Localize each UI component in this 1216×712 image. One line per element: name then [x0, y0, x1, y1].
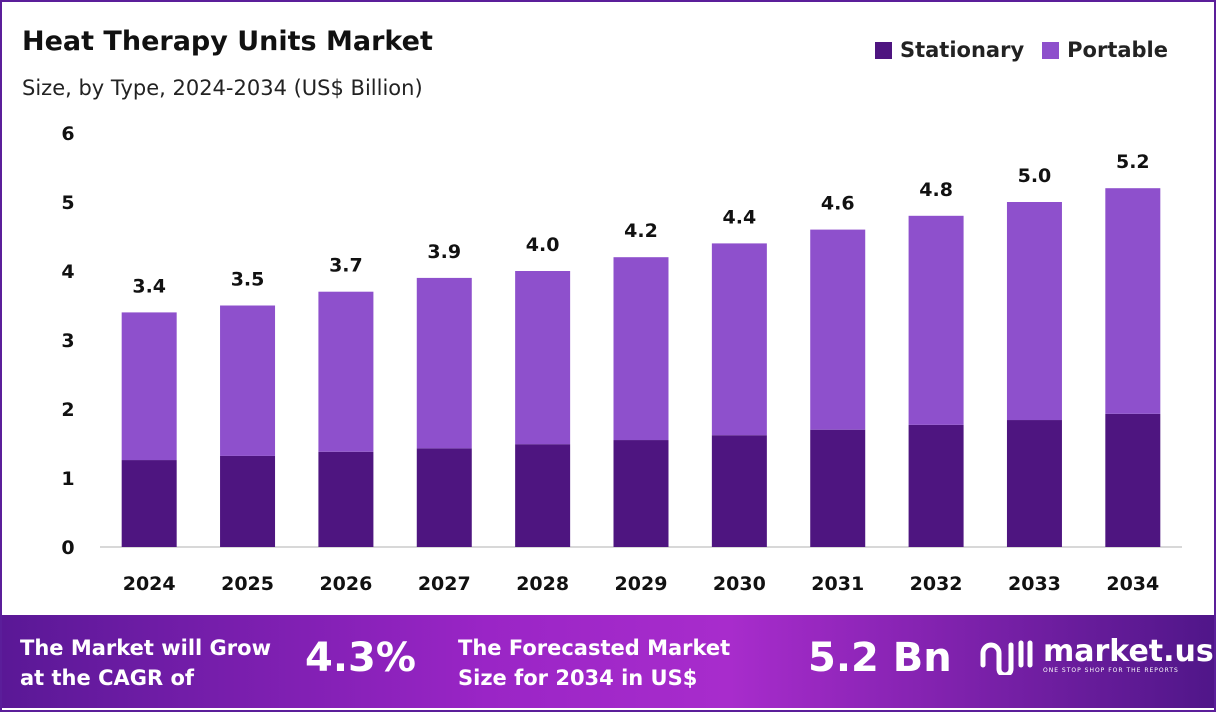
legend-item-portable: Portable [1042, 38, 1168, 62]
legend: Stationary Portable [874, 38, 1168, 62]
total-label-2031: 4.6 [821, 193, 855, 215]
legend-label: Stationary [899, 38, 1025, 62]
legend-swatch [874, 41, 892, 59]
cagr-label: The Market will Grow at the CAGR of [20, 636, 271, 690]
chart-title: Heat Therapy Units Market [22, 26, 433, 57]
bar-stationary-2034 [1105, 413, 1161, 547]
market-us-logo-icon [980, 640, 1033, 675]
y-tick-label: 0 [61, 537, 74, 559]
brand-name: market.us [1043, 633, 1214, 669]
bar-stationary-2027 [416, 448, 472, 547]
bar-chart: 0 1 2 3 4 5 6 3.4 2024 3.5 2025 3.7 2026 3.9 2027 4.0 20… [61, 123, 1182, 595]
forecast-label: The Forecasted Market Size for 2034 in US… [458, 636, 731, 690]
bar-portable-2031 [810, 229, 866, 430]
x-tick-label: 2029 [615, 573, 668, 595]
bar-portable-2033 [1006, 202, 1062, 421]
y-tick-label: 6 [61, 123, 74, 145]
bar-stationary-2031 [810, 429, 866, 547]
total-label-2026: 3.7 [329, 255, 363, 277]
bar-portable-2027 [416, 277, 472, 449]
total-label-2032: 4.8 [919, 179, 953, 201]
bar-portable-2032 [908, 215, 964, 425]
bar-stationary-2033 [1006, 420, 1062, 547]
chart-subtitle: Size, by Type, 2024-2034 (US$ Billion) [22, 76, 423, 100]
forecast-value: 5.2 Bn [808, 635, 952, 681]
total-label-2025: 3.5 [231, 269, 265, 291]
x-tick-label: 2028 [516, 573, 569, 595]
bar-portable-2026 [318, 291, 374, 452]
total-label-2030: 4.4 [723, 206, 757, 228]
bar-stationary-2026 [318, 451, 374, 547]
x-tick-label: 2024 [123, 573, 176, 595]
legend-item-stationary: Stationary [874, 38, 1025, 62]
total-label-2034: 5.2 [1116, 151, 1150, 173]
total-label-2027: 3.9 [427, 241, 461, 263]
y-tick-label: 5 [61, 192, 74, 214]
y-tick-label: 2 [61, 399, 74, 421]
brand-logo: market.us ONE STOP SHOP FOR THE REPORTS [977, 635, 1214, 675]
cagr-value: 4.3% [305, 635, 416, 681]
bar-stationary-2029 [613, 440, 669, 547]
bar-stationary-2032 [908, 424, 964, 547]
x-tick-label: 2026 [319, 573, 372, 595]
total-label-2029: 4.2 [624, 220, 658, 242]
bar-portable-2025 [220, 305, 276, 456]
bar-portable-2024 [121, 312, 177, 461]
y-tick-label: 1 [61, 468, 74, 490]
total-label-2024: 3.4 [132, 275, 166, 297]
total-label-2033: 5.0 [1018, 165, 1052, 187]
bar-stationary-2024 [121, 460, 177, 547]
x-tick-label: 2030 [713, 573, 766, 595]
total-label-2028: 4.0 [526, 234, 560, 256]
x-tick-label: 2032 [910, 573, 963, 595]
y-tick-label: 3 [61, 330, 74, 352]
bar-portable-2028 [515, 271, 571, 445]
y-tick-label: 4 [61, 261, 74, 283]
bar-stationary-2025 [220, 455, 276, 547]
x-tick-label: 2027 [418, 573, 471, 595]
footer-banner: The Market will Grow at the CAGR of 4.3% … [2, 615, 1214, 708]
x-tick-label: 2031 [811, 573, 864, 595]
legend-label: Portable [1067, 38, 1168, 62]
x-tick-label: 2025 [221, 573, 274, 595]
bar-stationary-2028 [515, 444, 571, 547]
bar-portable-2029 [613, 257, 669, 441]
x-tick-label: 2034 [1106, 573, 1159, 595]
x-tick-label: 2033 [1008, 573, 1061, 595]
bar-stationary-2030 [711, 435, 767, 547]
bar-portable-2030 [711, 243, 767, 436]
bar-portable-2034 [1105, 188, 1161, 414]
legend-swatch [1042, 41, 1060, 59]
brand-tagline: ONE STOP SHOP FOR THE REPORTS [1043, 666, 1179, 674]
